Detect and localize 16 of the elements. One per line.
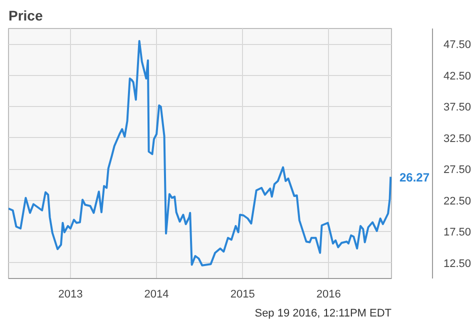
text: Sep 19 2016, 12:11PM EDT	[254, 308, 392, 320]
y-tick-label: 32.50	[444, 132, 472, 145]
x-tick-label: 2014	[144, 288, 169, 300]
x-tick-label: 2013	[58, 288, 83, 300]
data-label: 26.27	[400, 170, 430, 184]
y-tick-label: 42.50	[444, 70, 472, 82]
y-tick-label: 37.50	[444, 102, 472, 114]
y-tick-label: 22.50	[444, 195, 472, 208]
y-tick-label: 47.50	[444, 39, 472, 52]
line-series	[8, 40, 392, 266]
y-tick-label: 27.50	[444, 164, 472, 176]
x-tick-label: 2015	[230, 288, 255, 300]
x-tick-label: 2016	[316, 288, 341, 300]
chart-title: Price	[8, 8, 43, 24]
y-tick-label: 12.50	[444, 258, 472, 270]
y-tick-label: 17.50	[444, 226, 472, 239]
